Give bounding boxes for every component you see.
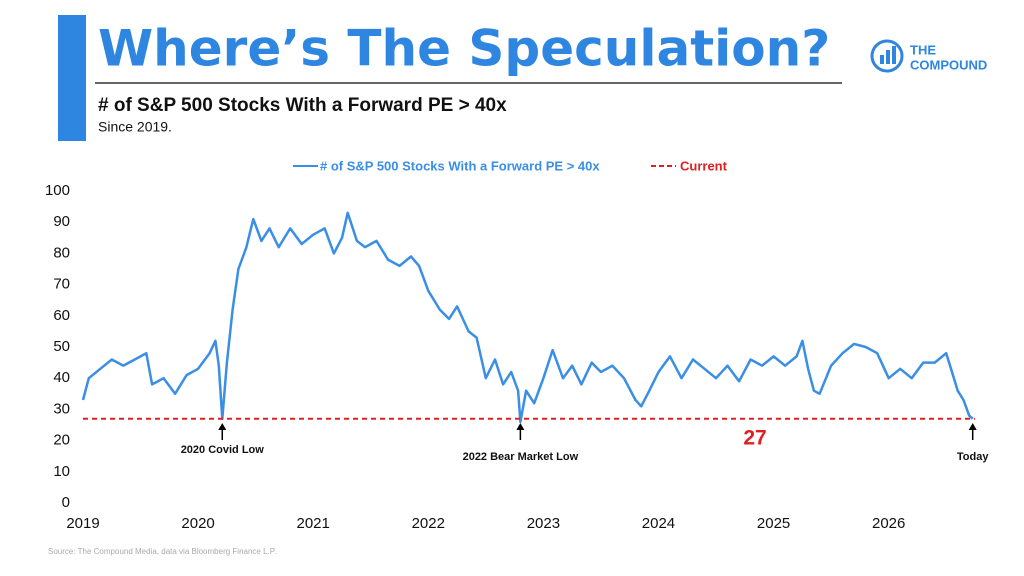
annotation-arrowhead [968, 423, 977, 430]
y-tick-label: 80 [53, 244, 70, 261]
annotation: 2020 Covid Low [181, 444, 265, 456]
y-tick-label: 10 [53, 463, 70, 480]
logo-text: THE [910, 42, 936, 57]
annotation-arrowhead [516, 423, 525, 430]
x-tick-label: 2020 [181, 515, 214, 532]
annotation: 2022 Bear Market Low [463, 451, 579, 463]
legend-label: # of S&P 500 Stocks With a Forward PE > … [320, 158, 600, 173]
legend: # of S&P 500 Stocks With a Forward PE > … [293, 158, 728, 173]
reference-value-label: 27 [743, 427, 766, 450]
y-tick-label: 30 [53, 400, 70, 417]
source: Source: The Compound Media, data via Blo… [48, 547, 276, 556]
x-tick-label: 2023 [527, 515, 560, 532]
x-tick-label: 2026 [872, 515, 905, 532]
y-tick-label: 70 [53, 276, 70, 293]
subtitle: # of S&P 500 Stocks With a Forward PE > … [98, 95, 507, 116]
accent-bar [58, 15, 86, 141]
x-tick-label: 2019 [66, 515, 99, 532]
y-tick-label: 40 [53, 369, 70, 386]
y-tick-label: 100 [45, 182, 70, 199]
annotation: Today [957, 451, 989, 463]
x-tick-label: 2025 [757, 515, 790, 532]
annotation-arrowhead [218, 423, 227, 430]
x-tick-label: 2021 [297, 515, 330, 532]
y-tick-label: 0 [62, 494, 70, 511]
note: Since 2019. [98, 119, 172, 135]
legend-label: Current [680, 158, 728, 173]
title: Where’s The Speculation? [98, 20, 830, 78]
chart: 0 10 20 30 40 50 60 70 80 90 100 2019 2020 2021 2022 20… [45, 158, 989, 532]
x-tick-label: 2022 [412, 515, 445, 532]
logo: THE COMPOUND [870, 39, 987, 73]
data-line [81, 211, 974, 424]
y-tick-label: 20 [53, 432, 70, 449]
y-tick-label: 60 [53, 307, 70, 324]
x-tick-label: 2024 [642, 515, 675, 532]
y-tick-label: 90 [53, 213, 70, 230]
logo-text: COMPOUND [910, 57, 987, 72]
y-tick-label: 50 [53, 338, 70, 355]
